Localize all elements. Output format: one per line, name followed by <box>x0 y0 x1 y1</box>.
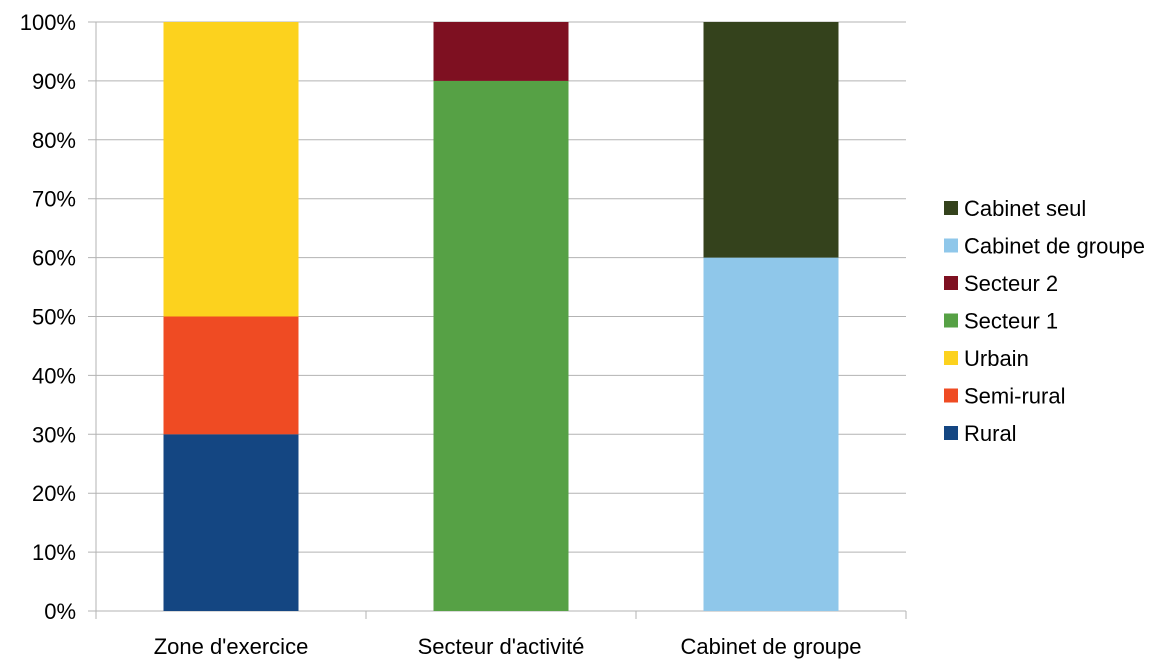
x-tick-label: Cabinet de groupe <box>680 634 861 659</box>
bar-segment <box>163 22 299 317</box>
bar-segment <box>703 22 839 258</box>
legend-label: Urbain <box>964 346 1029 371</box>
y-tick-label: 20% <box>32 481 76 506</box>
legend-swatch <box>944 238 958 253</box>
bar-segment <box>433 80 569 611</box>
legend-swatch <box>944 276 958 290</box>
legend-swatch <box>944 388 958 403</box>
y-tick-label: 40% <box>32 363 76 388</box>
y-tick-label: 10% <box>32 540 76 565</box>
legend-swatch <box>944 351 958 365</box>
legend-label: Rural <box>964 421 1017 446</box>
x-tick-label: Secteur d'activité <box>418 634 585 659</box>
y-tick-label: 100% <box>20 10 76 35</box>
bar-segment <box>163 316 299 435</box>
y-tick-label: 80% <box>32 128 76 153</box>
bar-segment <box>163 434 299 611</box>
legend-swatch <box>944 201 958 215</box>
legend-label: Secteur 2 <box>964 271 1058 296</box>
y-tick-label: 50% <box>32 305 76 330</box>
legend-swatch <box>944 313 958 328</box>
legend-label: Semi-rural <box>964 384 1065 409</box>
y-tick-label: 90% <box>32 69 76 94</box>
legend-label: Secteur 1 <box>964 309 1058 334</box>
bar-segment <box>433 22 569 81</box>
y-tick-label: 30% <box>32 422 76 447</box>
y-tick-labels: 0% 10% 20% 30% 40% 50% 60% 70% 80% 90% 100% <box>20 10 76 624</box>
legend: Cabinet seul Cabinet de groupe Secteur 2 Se… <box>944 196 1145 446</box>
bar-segment <box>703 257 839 611</box>
legend-label: Cabinet seul <box>964 196 1086 221</box>
axes <box>95 22 907 619</box>
legend-swatch <box>944 426 958 440</box>
x-tick-labels: Zone d'exercice Secteur d'activité Cabinet… <box>154 634 862 659</box>
y-tick-label: 70% <box>32 187 76 212</box>
legend-label: Cabinet de groupe <box>964 234 1145 259</box>
bars <box>163 22 839 611</box>
y-tick-label: 60% <box>32 246 76 271</box>
y-tick-label: 0% <box>44 599 76 624</box>
x-tick-label: Zone d'exercice <box>154 634 309 659</box>
